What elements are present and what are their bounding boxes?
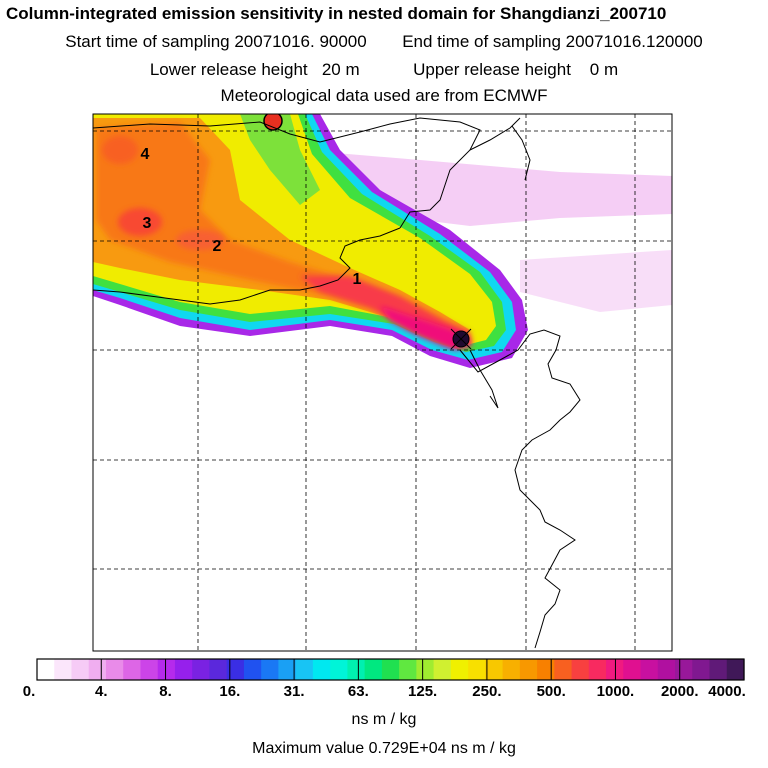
marker-label-3: 3 — [143, 215, 152, 232]
colorbar-swatch — [468, 659, 486, 680]
hotspot-4 — [102, 136, 138, 164]
start-time-label: Start time of sampling 20071016. 90000 — [65, 32, 367, 51]
colorbar-label: 2000. — [660, 683, 699, 700]
colorbar-swatch — [88, 659, 107, 680]
colorbar-swatch — [140, 659, 159, 680]
marker-label-4: 4 — [141, 146, 150, 163]
colorbar-swatch — [537, 659, 555, 680]
hotspot-3 — [118, 208, 162, 236]
colorbar-swatch — [692, 659, 711, 680]
colorbar-swatch — [416, 659, 435, 680]
colorbar-swatch — [243, 659, 262, 680]
colorbar-swatch — [330, 659, 348, 680]
colorbar-swatch — [588, 659, 607, 680]
sampling-times-row: Start time of sampling 20071016. 90000 E… — [0, 32, 768, 52]
colorbar-label: 4000. — [708, 683, 746, 700]
marker-label-2: 2 — [213, 238, 222, 255]
coastline-gulf — [93, 227, 401, 305]
sensitivity-field — [93, 114, 672, 368]
colorbar-swatch — [226, 659, 245, 680]
colorbar-swatch — [726, 659, 745, 680]
receptor-marker — [450, 328, 472, 350]
colorbar-swatch — [192, 659, 211, 680]
colorbar-swatch — [295, 659, 314, 680]
colorbar-label: 0. — [22, 683, 36, 700]
colorbar-swatch — [157, 659, 176, 680]
colorbar-swatch — [450, 659, 469, 680]
colorbar-swatch — [54, 659, 73, 680]
colorbar-swatch — [71, 659, 90, 680]
colorbar-border — [36, 658, 745, 681]
colorbar-label: 1000. — [596, 683, 635, 700]
colorbar-label: 16. — [219, 683, 241, 700]
map-title: Column-integrated emission sensitivity i… — [6, 4, 667, 23]
colorbar-swatch — [347, 659, 366, 680]
colorbar — [36, 658, 745, 681]
end-time-label: End time of sampling 20071016.120000 — [402, 32, 703, 51]
colorbar-label: 4. — [95, 683, 108, 700]
colorbar-swatch — [105, 659, 124, 680]
colorbar-label: 31. — [283, 683, 305, 700]
coastline-peninsula — [469, 349, 499, 409]
colorbar-swatch — [364, 659, 383, 680]
marker-label-1: 1 — [353, 271, 362, 288]
map-frame — [92, 113, 673, 652]
colorbar-swatch — [312, 659, 331, 680]
maximum-value-label: Maximum value 0.729E+04 ns m / kg — [252, 740, 516, 757]
plume-green-tongue — [240, 114, 320, 205]
hotspot-2 — [176, 230, 224, 250]
colorbar-swatch — [709, 659, 728, 680]
colorbar-label: 125. — [408, 683, 438, 700]
colorbar-label: 8. — [159, 683, 172, 700]
coastlines — [93, 117, 581, 649]
colorbar-swatch — [554, 659, 573, 680]
coastline-east — [469, 117, 531, 181]
colorbar-swatch — [571, 659, 590, 680]
colorbar-label: 500. — [536, 683, 566, 700]
colorbar-swatch — [433, 659, 452, 680]
colorbar-swatch — [675, 659, 693, 680]
colorbar-swatch — [37, 659, 55, 680]
colorbar-swatch — [381, 659, 400, 680]
colorbar-swatch — [399, 659, 417, 680]
lat-lon-grid — [93, 114, 672, 651]
low-sensitivity-patch — [520, 250, 672, 312]
colorbar-swatch — [502, 659, 521, 680]
secondary-source-circle — [263, 114, 283, 131]
plume-orange-inner — [96, 122, 440, 330]
upper-height-label: Upper release height 0 m — [413, 60, 619, 79]
colorbar-label: 63. — [347, 683, 369, 700]
colorbar-swatch — [261, 659, 280, 680]
coastline-south — [459, 329, 581, 649]
colorbar-swatch — [485, 659, 504, 680]
colorbar-swatch — [623, 659, 642, 680]
colorbar-swatch — [519, 659, 538, 680]
colorbar-swatch — [657, 659, 676, 680]
release-height-row: Lower release height 20 m Upper release … — [0, 60, 768, 80]
colorbar-swatch — [174, 659, 193, 680]
colorbar-swatch — [278, 659, 297, 680]
colorbar-swatch — [640, 659, 659, 680]
colorbar-swatch — [209, 659, 228, 680]
coastline-north — [93, 117, 481, 229]
units-label: ns m / kg — [351, 711, 417, 728]
met-data-label: Meteorological data used are from ECMWF — [220, 86, 548, 105]
lower-height-label: Lower release height 20 m — [149, 60, 360, 79]
colorbar-swatch — [123, 659, 142, 680]
colorbar-label: 250. — [472, 683, 502, 700]
plume-magenta-core — [380, 306, 472, 350]
